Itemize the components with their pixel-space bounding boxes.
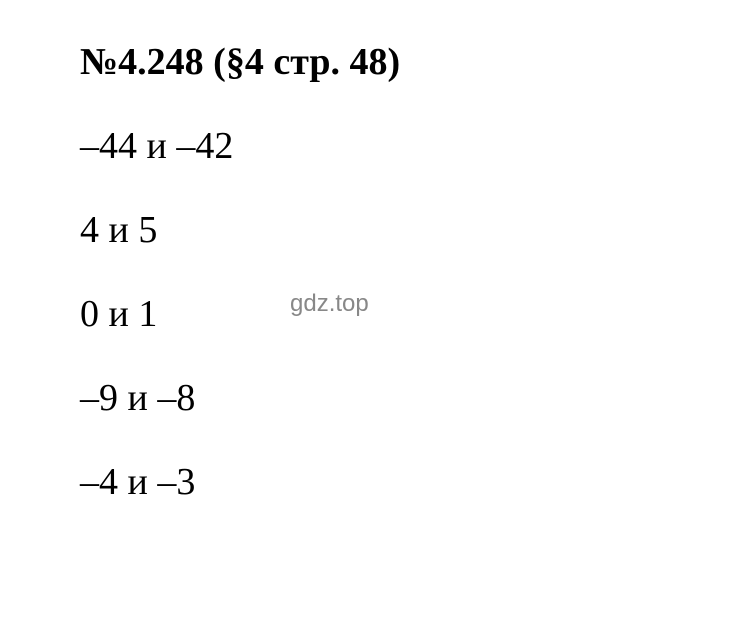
- answer-line-4: –9 и –8: [80, 376, 653, 420]
- problem-heading: №4.248 (§4 стр. 48): [80, 40, 653, 84]
- answer-line-1: –44 и –42: [80, 124, 653, 168]
- watermark-text: gdz.top: [290, 290, 369, 318]
- answer-line-2: 4 и 5: [80, 208, 653, 252]
- answer-line-5: –4 и –3: [80, 460, 653, 504]
